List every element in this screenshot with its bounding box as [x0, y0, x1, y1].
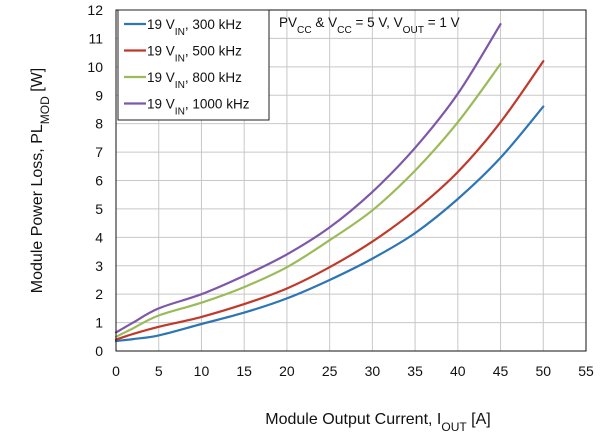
series-line-4 — [114, 23, 502, 334]
x-tick-label: 25 — [322, 363, 338, 379]
y-tick-label: 10 — [87, 59, 103, 75]
x-tick-label: 10 — [194, 363, 210, 379]
y-tick-label: 4 — [95, 229, 103, 245]
plot-frame — [115, 9, 587, 352]
y-tick-label: 3 — [95, 258, 103, 274]
x-tick-label: 50 — [535, 363, 551, 379]
legend-label: 19 VIN, 800 kHz — [147, 70, 242, 91]
conditions-annotation: PVCC & VCC = 5 V, VOUT = 1 V — [279, 15, 460, 36]
x-tick-label: 30 — [365, 363, 381, 379]
series-line-2 — [114, 60, 545, 341]
x-tick-label: 5 — [155, 363, 163, 379]
legend-box — [117, 9, 270, 121]
legend-label: 19 VIN, 500 kHz — [147, 44, 242, 65]
x-axis-label: Module Output Current, IOUT [A] — [265, 411, 490, 434]
legend-label: 19 VIN, 300 kHz — [147, 17, 242, 38]
y-tick-label: 12 — [87, 2, 103, 18]
legend: 19 VIN, 300 kHz 19 VIN, 500 kHz 19 VIN, 80… — [117, 9, 270, 121]
y-tick-label: 8 — [95, 116, 103, 132]
x-tick-label: 0 — [112, 363, 120, 379]
series-line-1 — [114, 105, 545, 343]
plot-area-border — [115, 9, 587, 352]
x-tick-label: 15 — [236, 363, 252, 379]
y-tick-label: 11 — [88, 30, 103, 46]
y-tick-label: 0 — [95, 343, 103, 359]
y-tick-label: 2 — [95, 286, 103, 302]
y-tick-label: 5 — [95, 201, 103, 217]
x-tick-label: 45 — [493, 363, 509, 379]
x-tick-label: 35 — [407, 363, 423, 379]
x-tick-label: 55 — [578, 363, 594, 379]
series-line-3 — [114, 62, 502, 338]
series-lines — [114, 23, 545, 343]
y-axis-label: Module Power Loss, PLMOD [W] — [29, 68, 52, 293]
legend-label: 19 VIN, 1000 kHz — [147, 97, 250, 118]
y-tick-label: 9 — [95, 87, 103, 103]
y-tick-label: 1 — [95, 315, 103, 331]
y-tick-label: 6 — [95, 173, 103, 189]
y-tick-label: 7 — [95, 144, 103, 160]
x-tick-label: 20 — [279, 363, 295, 379]
x-tick-label: 40 — [450, 363, 466, 379]
